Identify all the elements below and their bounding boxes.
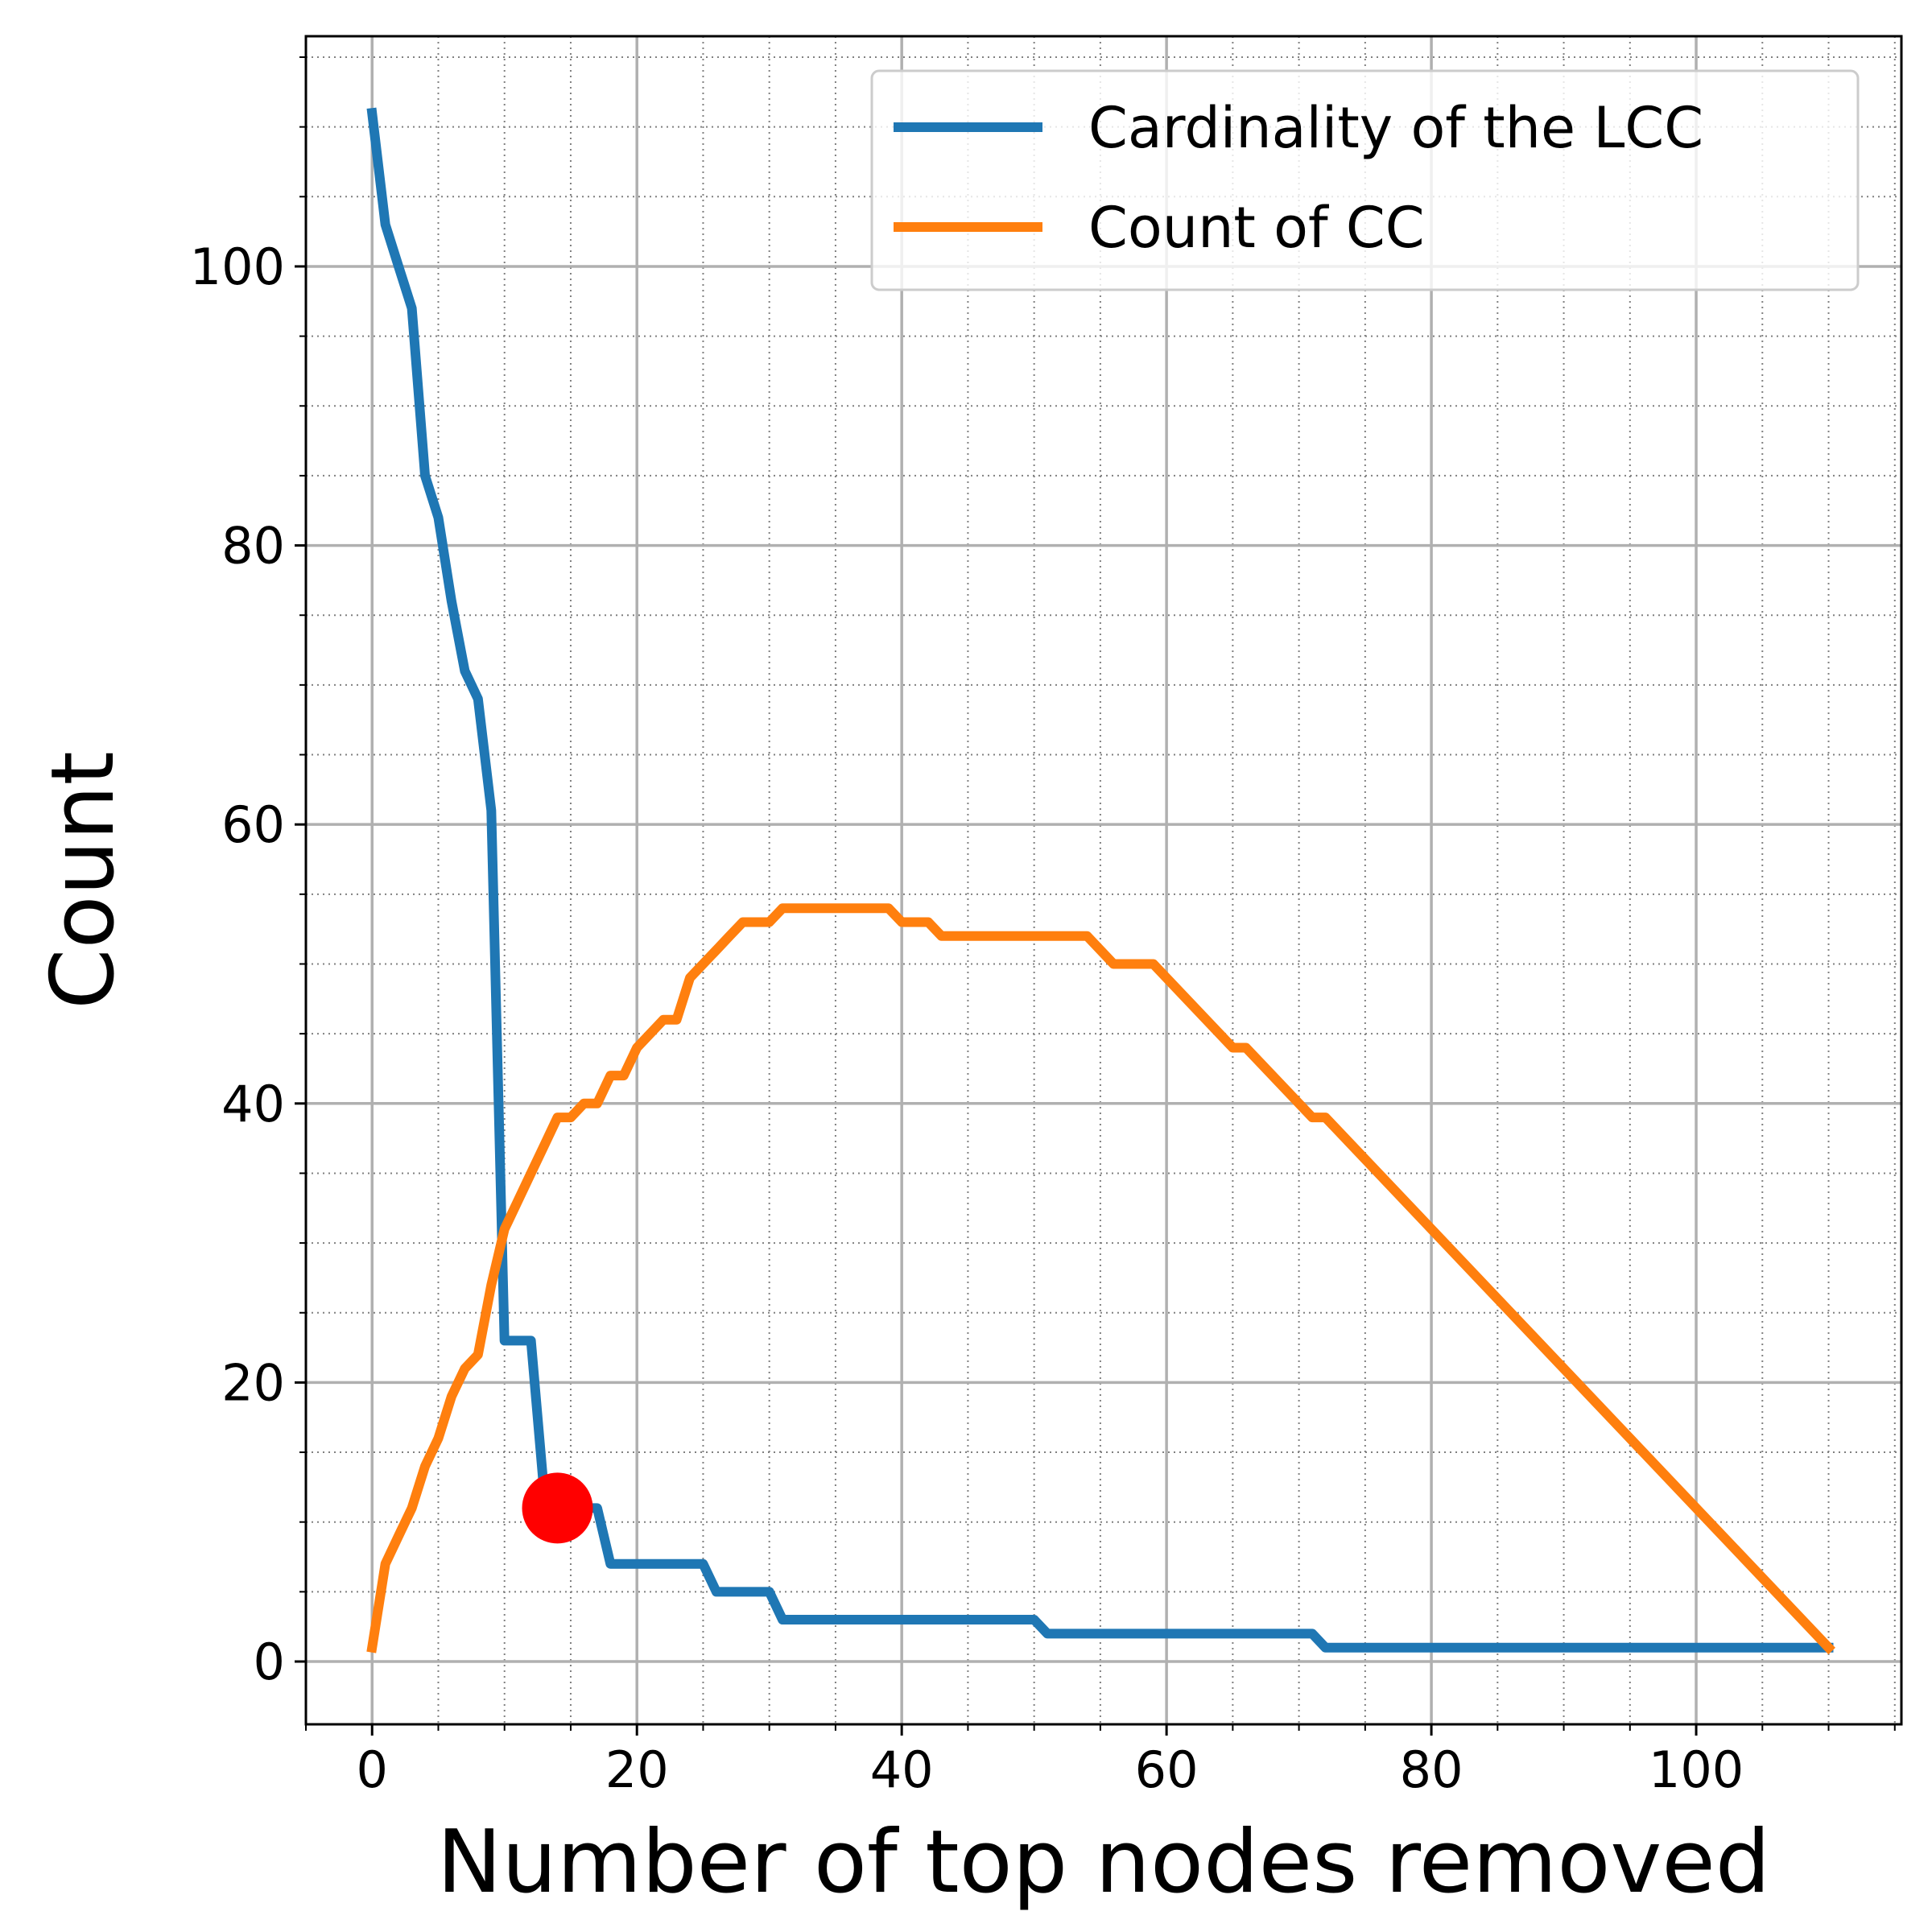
y-tick-label: 100 bbox=[190, 237, 285, 296]
x-tick-label: 0 bbox=[357, 1740, 388, 1799]
minor-grid bbox=[305, 36, 1901, 1724]
highlight-layer bbox=[522, 1472, 593, 1544]
axis-ticks: 0 20 40 60 80 100 0 20 40 60 80 100 bbox=[190, 56, 1896, 1799]
x-tick-label: 20 bbox=[605, 1740, 669, 1799]
highlight-point bbox=[522, 1472, 593, 1544]
legend-entry-lcc: Cardinality of the LCC bbox=[1088, 95, 1703, 161]
legend-box bbox=[870, 69, 1860, 291]
legend-entry-cc-count: Count of CC bbox=[1088, 195, 1425, 261]
y-tick-label: 0 bbox=[254, 1633, 285, 1691]
y-tick-label: 80 bbox=[221, 517, 285, 576]
x-tick-label: 80 bbox=[1400, 1740, 1463, 1799]
x-tick-label: 40 bbox=[870, 1740, 934, 1799]
y-tick-label: 40 bbox=[221, 1075, 285, 1133]
x-tick-label: 60 bbox=[1135, 1740, 1199, 1799]
legend: Cardinality of the LCC Count of CC bbox=[870, 69, 1860, 291]
x-tick-label: 100 bbox=[1649, 1740, 1744, 1799]
x-axis-label: Number of top nodes removed bbox=[437, 1812, 1771, 1913]
series-line-cc-count bbox=[366, 903, 1835, 1655]
plot-frame bbox=[304, 35, 1903, 1726]
y-tick-label: 20 bbox=[221, 1353, 285, 1412]
y-axis-label: Count bbox=[33, 751, 134, 1009]
y-tick-label: 60 bbox=[221, 795, 285, 854]
